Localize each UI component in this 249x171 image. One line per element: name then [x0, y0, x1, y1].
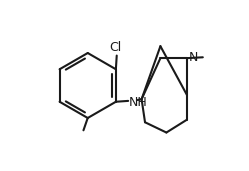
Text: N: N — [189, 51, 198, 64]
Text: NH: NH — [129, 96, 147, 109]
Text: Cl: Cl — [109, 41, 121, 54]
